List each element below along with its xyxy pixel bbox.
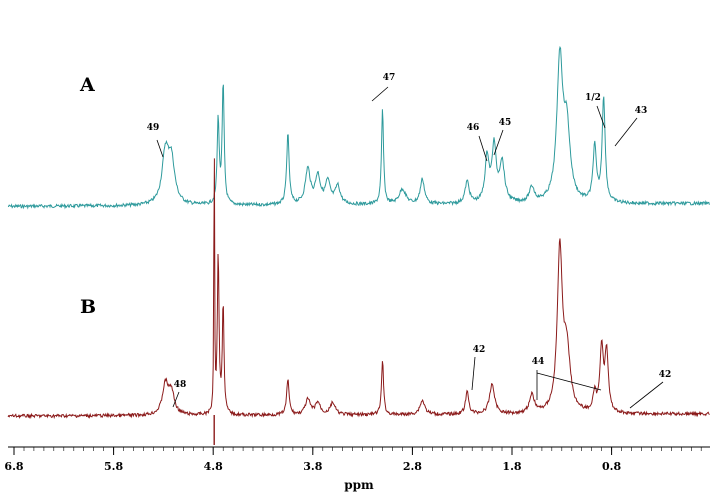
x-tick-label-2.8: 2.8 — [403, 460, 422, 473]
leader-line-a-2 — [478, 135, 488, 162]
trace-layer — [7, 45, 710, 445]
spectrum-trace-b — [7, 158, 710, 420]
annotation-layer: A B 49 47 46 45 1/2 43 48 42 44 42 — [79, 73, 672, 409]
spectrum-trace-a — [7, 45, 710, 210]
leader-line-a-0 — [156, 139, 164, 158]
x-tick-label-0.8: 0.8 — [602, 460, 621, 473]
x-tick-label-6.8: 6.8 — [4, 460, 23, 473]
peak-label-a-46-2: 46 — [467, 123, 480, 133]
leader-line-a-5 — [614, 117, 638, 147]
x-axis-label: ppm — [344, 478, 374, 492]
x-tick-label-5.8: 5.8 — [104, 460, 123, 473]
x-tick-label-1.8: 1.8 — [502, 460, 521, 473]
leader-line-a-4 — [596, 105, 606, 129]
leader-line-b-0 — [172, 391, 180, 408]
panel-label-b: B — [80, 296, 96, 318]
x-axis: ppm 6.8 5.8 4.8 3.8 2.8 1.8 0.8 — [4, 446, 710, 492]
peak-label-b-42-1: 42 — [473, 345, 486, 355]
panel-label-a: A — [79, 74, 95, 96]
peak-label-a-49-0: 49 — [147, 123, 160, 133]
leader-line-b-1 — [471, 356, 476, 391]
peak-label-a-1-2-4: 1/2 — [585, 93, 601, 103]
leader-line-b-3 — [629, 381, 664, 409]
leader-line-a-1 — [371, 86, 389, 102]
peak-label-a-43-5: 43 — [635, 106, 648, 116]
x-tick-label-4.8: 4.8 — [204, 460, 223, 473]
peak-label-b-44-2: 44 — [532, 357, 545, 367]
peak-label-a-47-1: 47 — [383, 73, 396, 83]
leader-line-a-3 — [493, 129, 504, 156]
peak-label-b-48-0: 48 — [174, 380, 187, 390]
x-tick-label-3.8: 3.8 — [303, 460, 322, 473]
peak-label-b-42-3: 42 — [659, 370, 672, 380]
leader-line-b-2 — [536, 370, 602, 400]
peak-label-a-45-3: 45 — [499, 118, 512, 128]
